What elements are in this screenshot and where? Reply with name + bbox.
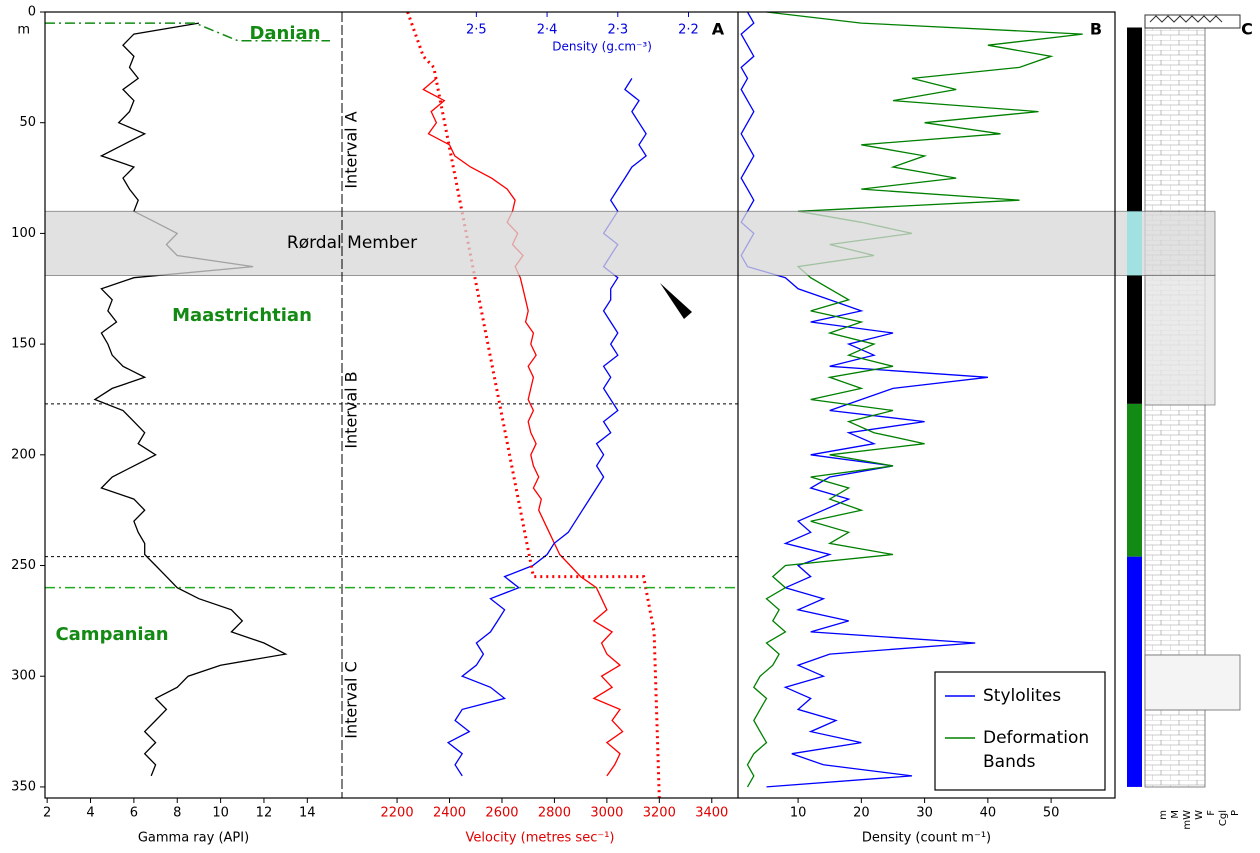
member-label: Rørdal Member (287, 233, 417, 253)
member-band (44, 210, 1216, 276)
facies-interval (1127, 556, 1142, 787)
x-tick-label: 2800 (538, 806, 571, 821)
interval-label: Interval C (342, 661, 361, 739)
x-tick-label: 3200 (643, 806, 676, 821)
x-axis-label: Gamma ray (API) (138, 831, 249, 846)
x-tick-label: 10 (790, 806, 807, 821)
x-tick-label: 2400 (433, 806, 466, 821)
y-tick-label: 200 (11, 447, 36, 462)
x2-tick-label: 2·4 (537, 23, 558, 38)
y-tick-label: 0 (28, 5, 36, 20)
facies-interval (1127, 403, 1142, 557)
panel-letter: A (712, 20, 725, 39)
panel-letter: B (1090, 20, 1102, 39)
log-curve (93, 22, 288, 777)
legend-box (934, 671, 1106, 791)
x-tick-label: 14 (299, 806, 316, 821)
y-tick-label: 100 (11, 226, 36, 241)
x-tick-label: 10 (212, 806, 229, 821)
x-tick-label: 3400 (695, 806, 728, 821)
x-tick-label: 20 (853, 806, 870, 821)
texture-label: m (1158, 810, 1169, 820)
legend-label: Deformation Bands (983, 728, 1089, 772)
x-tick-label: 40 (980, 806, 997, 821)
y-tick-label: 250 (11, 558, 36, 573)
y-tick-label: 50 (19, 115, 36, 130)
texture-label: P (1230, 810, 1241, 816)
curves (93, 11, 1083, 799)
y-tick-label: 350 (11, 779, 36, 794)
x2-tick-label: 2·5 (466, 23, 487, 38)
x-tick-label: 4 (86, 806, 94, 821)
stage-label: Maastrichtian (172, 305, 312, 326)
interval-label: Interval B (342, 371, 361, 448)
interval-label: Interval A (342, 111, 361, 188)
facies-interval (1127, 275, 1142, 404)
log-curve (422, 77, 624, 777)
log-curve (746, 11, 1083, 788)
log-curve (446, 78, 647, 777)
log-curve (740, 11, 988, 788)
panel-letter: C (1241, 20, 1253, 39)
x-tick-label: 2200 (381, 806, 414, 821)
x-tick-label: 6 (130, 806, 138, 821)
stage-label: Danian (249, 23, 320, 44)
x-tick-label: 2 (43, 806, 51, 821)
y-tick-label: 150 (11, 337, 36, 352)
x-tick-label: 8 (173, 806, 181, 821)
texture-label: Cgl (1218, 810, 1229, 826)
x2-tick-label: 2·2 (678, 23, 699, 38)
texture-label: M (1170, 810, 1181, 819)
x-axis-label: Velocity (metres sec⁻¹) (466, 831, 615, 846)
log-curve (406, 11, 661, 799)
legend-label: Stylolites (983, 686, 1061, 706)
stage-boundary (45, 22, 330, 42)
x-tick-label: 3000 (590, 806, 623, 821)
x2-tick-label: 2·3 (607, 23, 628, 38)
texture-label: W (1194, 810, 1205, 820)
x-tick-label: 12 (256, 806, 273, 821)
y-tick-label: 300 (11, 669, 36, 684)
x-tick-label: 2600 (485, 806, 518, 821)
plot-frame (44, 11, 1116, 799)
x2-axis-label: Density (g.cm⁻³) (552, 40, 652, 54)
facies-interval (1127, 27, 1142, 212)
y-unit: m (17, 23, 30, 38)
arrow (660, 283, 692, 319)
x-tick-label: 30 (916, 806, 933, 821)
x-axis-label: Density (count m⁻¹) (862, 831, 991, 846)
texture-label: mW (1182, 810, 1193, 830)
texture-label: F (1206, 810, 1217, 816)
lithology-drawing (1144, 14, 1241, 788)
x-tick-label: 50 (1043, 806, 1060, 821)
stage-label: Campanian (55, 624, 168, 645)
